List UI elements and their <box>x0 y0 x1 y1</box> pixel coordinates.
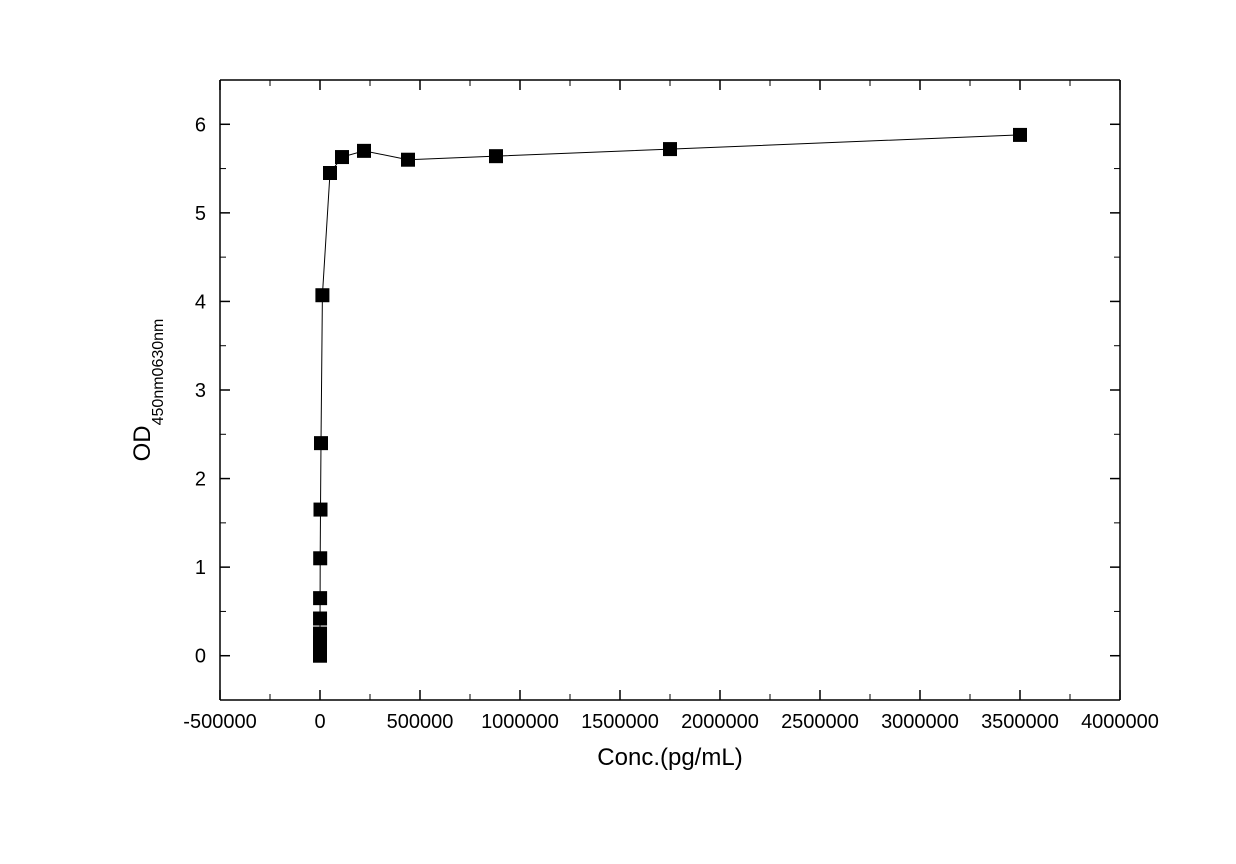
x-tick-label: 4000000 <box>1081 711 1159 733</box>
x-tick-label: 2000000 <box>681 711 759 733</box>
y-tick-label: 4 <box>195 291 206 313</box>
data-marker <box>357 144 371 158</box>
y-tick-label: 5 <box>195 203 206 225</box>
data-marker <box>313 551 327 565</box>
data-marker <box>314 503 328 517</box>
data-marker <box>314 436 328 450</box>
data-marker <box>1013 128 1027 142</box>
data-marker <box>489 149 503 163</box>
y-tick-label: 0 <box>195 646 206 668</box>
x-tick-label: 3000000 <box>881 711 959 733</box>
x-tick-label: 1500000 <box>581 711 659 733</box>
x-tick-label: -500000 <box>183 711 256 733</box>
data-marker <box>315 288 329 302</box>
chart-svg: -500000 0 500000 1000000 1500000 2000000 25000… <box>0 0 1236 864</box>
x-tick-label: 3500000 <box>981 711 1059 733</box>
data-marker <box>323 166 337 180</box>
data-marker <box>663 142 677 156</box>
y-tick-label: 6 <box>195 114 206 136</box>
chart-container: -500000 0 500000 1000000 1500000 2000000 25000… <box>0 0 1236 864</box>
x-tick-label: 0 <box>314 711 325 733</box>
x-axis-label: Conc.(pg/mL) <box>597 744 742 771</box>
y-tick-label: 1 <box>195 557 206 579</box>
data-marker <box>335 150 349 164</box>
y-tick-label: 3 <box>195 380 206 402</box>
data-marker <box>313 627 327 641</box>
x-tick-label: 1000000 <box>481 711 559 733</box>
y-tick-label: 2 <box>195 469 206 491</box>
data-line <box>320 135 1020 656</box>
data-marker <box>401 153 415 167</box>
x-tick-label: 2500000 <box>781 711 859 733</box>
y-axis-label: OD450nm0630nm <box>129 319 167 462</box>
data-marker <box>313 591 327 605</box>
x-tick-label: 500000 <box>387 711 454 733</box>
data-marker <box>313 612 327 626</box>
